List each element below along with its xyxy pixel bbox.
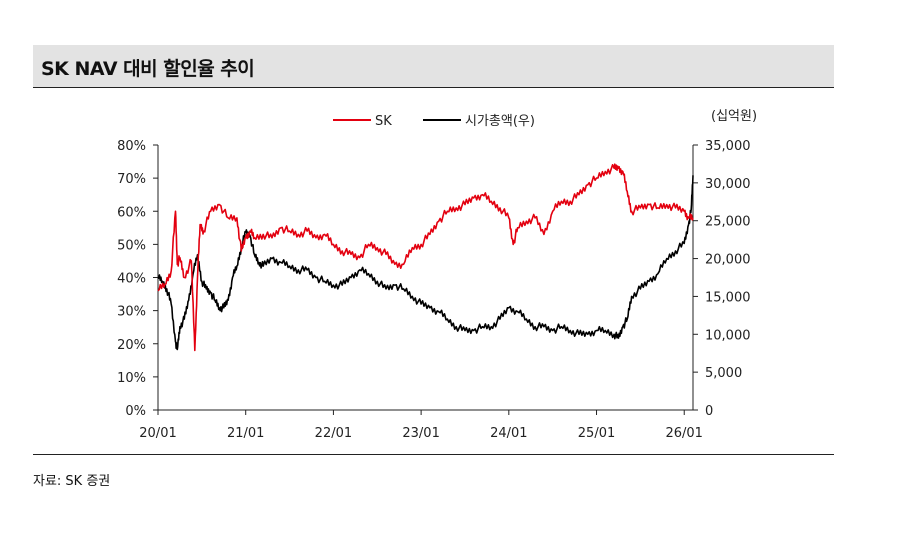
y-right-tick-label: 25,000 (705, 215, 751, 230)
y-right-tick-label: 10,000 (705, 328, 751, 343)
y-right-tick-label: 0 (705, 404, 713, 419)
title-bar: SK NAV 대비 할인율 추이 (33, 45, 834, 88)
y-left-tick-label: 30% (117, 305, 146, 320)
y-left-tick-label: 80% (117, 139, 146, 154)
series-line-market-cap (157, 175, 694, 351)
legend-label: 시가총액(우) (465, 114, 535, 129)
source-note: 자료: SK 증권 (33, 474, 111, 489)
axes: 0% 10% 20% 30% 40% 50% 60% 70% 80% 0 5,000 10,000 15… (117, 109, 757, 441)
source-divider (33, 454, 834, 455)
legend: SK 시가총액(우) (333, 114, 535, 129)
chart-title: SK NAV 대비 할인율 추이 (41, 58, 255, 80)
series-line-sk (157, 163, 694, 352)
y-right-tick-label: 35,000 (705, 139, 751, 154)
series-layer (157, 163, 694, 352)
y-left-tick-label: 40% (117, 272, 146, 287)
x-tick-label: 20/01 (139, 426, 176, 441)
x-tick-label: 26/01 (665, 426, 702, 441)
y-left-tick-label: 10% (117, 371, 146, 386)
x-tick-label: 22/01 (315, 426, 352, 441)
y-left-tick-label: 20% (117, 338, 146, 353)
y-right-tick-label: 20,000 (705, 253, 751, 268)
y-left-tick-label: 70% (117, 172, 146, 187)
legend-label: SK (375, 114, 392, 129)
y-left-tick-label: 60% (117, 205, 146, 220)
x-tick-label: 21/01 (227, 426, 264, 441)
x-tick-label: 25/01 (578, 426, 615, 441)
y-left-tick-label: 50% (117, 238, 146, 253)
y-right-tick-label: 30,000 (705, 177, 751, 192)
y-right-tick-label: 15,000 (705, 290, 751, 305)
y-right-tick-label: 5,000 (705, 366, 742, 381)
y-left-tick-label: 0% (125, 404, 146, 419)
x-tick-label: 23/01 (402, 426, 439, 441)
x-tick-label: 24/01 (490, 426, 527, 441)
right-axis-unit-label: (십억원) (711, 109, 757, 124)
